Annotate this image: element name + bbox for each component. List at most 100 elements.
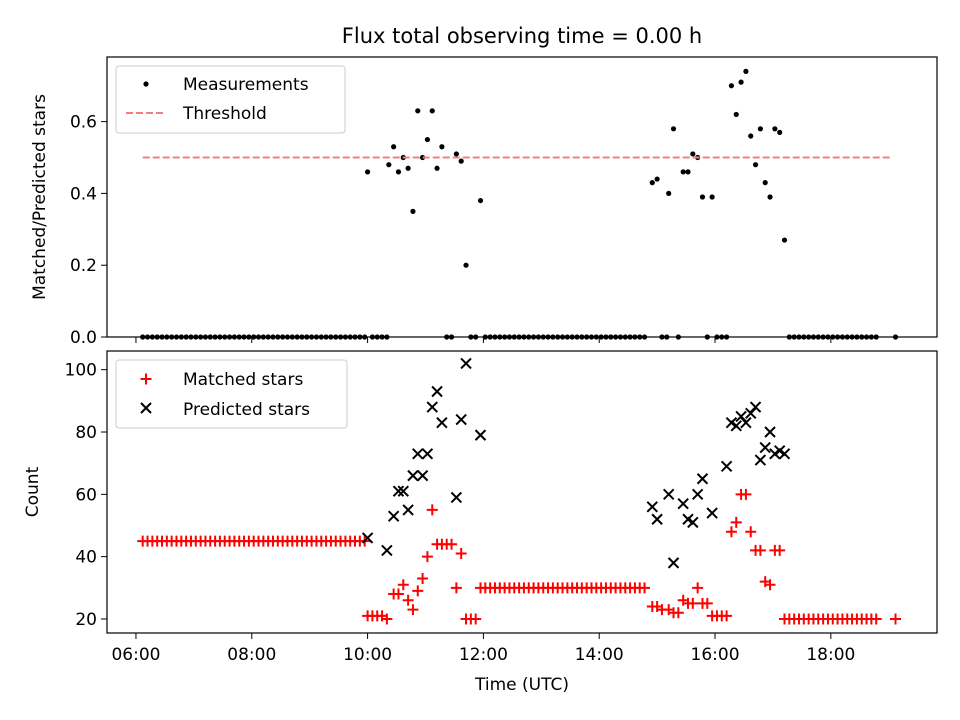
measurement-point (395, 169, 402, 175)
matched-star-point (381, 613, 393, 625)
matched-star-point (721, 610, 733, 622)
predicted-star-point (416, 469, 429, 482)
measurement-point (772, 126, 778, 132)
matched-star-point (745, 526, 757, 538)
measurement-point (762, 180, 768, 186)
measurement-point (386, 162, 392, 168)
matched-star-point (412, 585, 424, 597)
y-tick-label: 20 (75, 610, 97, 630)
measurement-point (733, 111, 739, 118)
predicted-star-point (450, 491, 463, 504)
matched-star-point (774, 544, 786, 556)
legend-predicted-marker (140, 402, 152, 414)
matched-star-point (890, 613, 901, 625)
predicted-star-point (460, 357, 472, 370)
predicted-star-point (392, 485, 405, 497)
matched-star-point (397, 579, 409, 591)
predicted-star-point (691, 488, 704, 501)
legend-matched-label: Matched stars (183, 370, 303, 390)
measurement-point (777, 129, 783, 135)
matched-star-point (446, 538, 458, 550)
matched-star-point (450, 582, 462, 594)
predicted-star-point (730, 420, 742, 432)
measurement-point (699, 194, 706, 200)
measurement-point (391, 144, 397, 150)
measurement-point (767, 194, 773, 200)
bottom-plot-marks (137, 357, 901, 625)
y-tick-label: 0.6 (70, 113, 97, 133)
predicted-star-point (754, 454, 767, 466)
x-tick-label: 14:00 (575, 645, 624, 665)
measurement-point (405, 165, 411, 171)
predicted-star-point (412, 448, 424, 460)
bottom-y-axis: 20 40 60 80 100 (65, 361, 107, 630)
measurement-point (752, 162, 759, 168)
top-legend: Measurements Threshold (115, 65, 346, 134)
chart-title: Flux total observing time = 0.00 h (342, 24, 702, 48)
predicted-star-point (407, 469, 419, 482)
matched-star-point (740, 488, 752, 500)
y-tick-label: 40 (75, 548, 97, 568)
predicted-star-point (677, 497, 689, 510)
bottom-y-axis-label: Count (23, 466, 43, 517)
y-tick-label: 100 (65, 361, 97, 381)
y-tick-label: 60 (75, 485, 97, 505)
legend-threshold-label: Threshold (182, 104, 267, 124)
matched-star-point (402, 594, 414, 606)
legend-measurements-label: Measurements (183, 75, 309, 95)
bottom-legend: Matched stars Predicted stars (115, 359, 348, 429)
bottom-legend-box (115, 359, 348, 429)
y-tick-label: 0.4 (70, 184, 97, 204)
measurement-point (649, 180, 655, 186)
measurement-point (415, 108, 421, 114)
measurement-point (439, 144, 445, 150)
predicted-star-point (381, 544, 393, 557)
top-y-axis-label: Matched/Predicted stars (30, 94, 50, 300)
predicted-star-point (706, 507, 718, 519)
predicted-star-point (764, 426, 776, 438)
predicted-star-point (651, 513, 663, 525)
x-tick-label: 06:00 (111, 645, 160, 665)
measurement-point (757, 126, 763, 132)
matched-star-point (470, 613, 482, 625)
predicted-star-point (759, 441, 771, 454)
predicted-star-point (455, 413, 467, 426)
top-y-axis: 0.0 0.2 0.4 0.6 (70, 113, 107, 348)
matched-star-point (687, 597, 699, 609)
bottom-x-axis-label: Time (UTC) (474, 675, 569, 695)
measurement-point (690, 151, 696, 157)
bottom-x-axis: 06:00 08:00 10:00 12:00 14:00 16:00 18:00 (111, 633, 855, 665)
measurement-point (458, 158, 464, 164)
measurement-point (680, 169, 686, 175)
top-legend-box (115, 65, 346, 134)
matched-star-point (417, 572, 429, 584)
y-tick-label: 80 (75, 423, 97, 443)
measurement-point (410, 208, 416, 214)
matched-star-point (407, 604, 419, 616)
measurement-point (434, 165, 440, 171)
x-tick-label: 12:00 (459, 645, 508, 665)
measurement-point (419, 154, 426, 161)
matched-star-point (764, 579, 776, 591)
predicted-star-point (474, 429, 487, 441)
matched-star-point (692, 582, 704, 594)
predicted-star-point (740, 416, 752, 429)
predicted-star-point (778, 448, 791, 460)
y-tick-label: 0.2 (70, 256, 97, 276)
matched-star-point (701, 597, 713, 609)
measurement-point (364, 169, 371, 175)
predicted-star-point (431, 385, 443, 398)
matched-star-point (455, 548, 467, 560)
matched-star-point (392, 588, 404, 600)
measurement-point (477, 197, 484, 204)
predicted-star-point (720, 460, 733, 473)
matched-star-point (421, 551, 433, 563)
predicted-star-point (361, 532, 374, 544)
measurement-point (728, 83, 735, 89)
predicted-star-point (646, 501, 658, 513)
predicted-star-point (397, 485, 409, 497)
top-plot-frame (106, 56, 938, 338)
top-panel: Flux total observing time = 0.00 h 0.00.… (30, 24, 938, 348)
x-tick-label: 10:00 (343, 645, 392, 665)
predicted-star-point (387, 510, 400, 522)
